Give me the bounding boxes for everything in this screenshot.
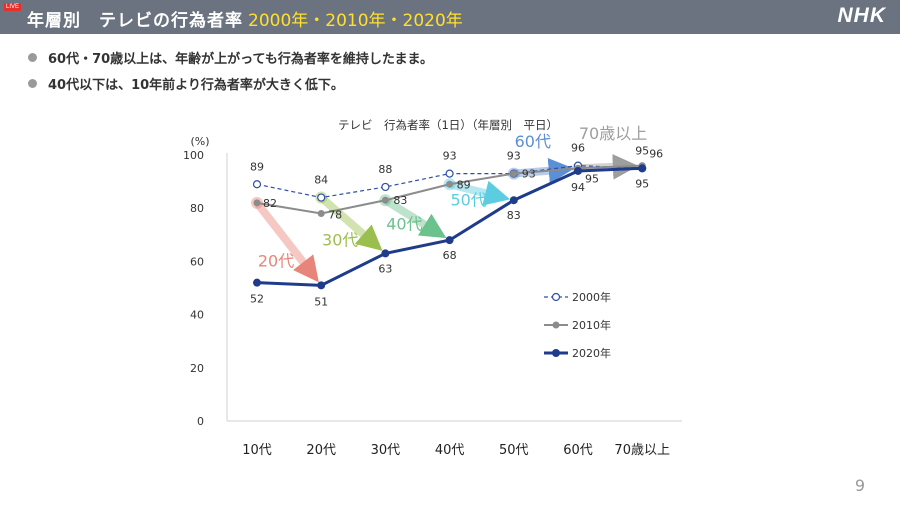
legend-marker (552, 349, 560, 357)
series-2010-point (317, 210, 325, 218)
data-label: 52 (250, 293, 264, 306)
cohort-label: 60代 (515, 132, 551, 151)
bullet-list: 60代・70歳以上は、年齢が上がっても行為者率を維持したまま。 40代以下は、1… (28, 48, 433, 100)
y-tick-label: 40 (190, 309, 204, 322)
series-2020-point (509, 196, 518, 205)
cohort-label: 30代 (322, 230, 358, 249)
bullet-item: 40代以下は、10年前より行為者率が大きく低下。 (28, 74, 433, 100)
data-label: 89 (457, 178, 471, 191)
y-tick-label: 100 (183, 149, 204, 162)
series-2020-point (253, 278, 261, 287)
series-2010-point (381, 196, 389, 204)
data-label: 84 (314, 174, 328, 187)
bullet-text: 40代以下は、10年前より行為者率が大きく低下。 (48, 78, 344, 93)
legend-label: 2010年 (572, 318, 611, 332)
cohort-arrow (384, 198, 447, 239)
x-tick-label: 20代 (306, 443, 336, 458)
page-number: 9 (854, 476, 865, 495)
legend-marker (551, 292, 561, 302)
data-label: 63 (378, 262, 392, 275)
cohort-arrow (255, 202, 319, 283)
data-label: 83 (393, 194, 407, 207)
nhk-logo: NHK (837, 4, 886, 27)
x-tick-label: 70歳以上 (614, 443, 670, 458)
page-title: 年層別 テレビの行為者率 (27, 11, 243, 31)
chart-series (252, 161, 647, 290)
data-label: 68 (443, 249, 457, 262)
header-bar: LIVE 年層別 テレビの行為者率 2000年・2010年・2020年 NHK (0, 0, 900, 34)
series-2020-point (574, 166, 582, 175)
series-2010-point (510, 170, 518, 178)
cohort-label: 50代 (450, 191, 486, 210)
live-badge: LIVE (4, 3, 22, 11)
bullet-dot-icon (28, 79, 37, 88)
y-tick-label: 20 (190, 362, 204, 375)
y-tick-label: 60 (190, 255, 204, 268)
y-tick-label: 80 (190, 202, 204, 215)
x-tick-label: 40代 (435, 443, 465, 458)
bullet-text: 60代・70歳以上は、年齢が上がっても行為者率を維持したまま。 (48, 52, 433, 67)
chart-title: テレビ 行為者率（1日）（年層別 平日） (338, 118, 558, 132)
series-2000-point (317, 193, 326, 202)
data-label: 95 (585, 172, 599, 185)
data-label: 93 (522, 168, 536, 181)
data-label: 78 (328, 209, 342, 222)
data-label: 83 (507, 209, 521, 222)
bullet-item: 60代・70歳以上は、年齢が上がっても行為者率を維持したまま。 (28, 48, 433, 74)
data-label: 93 (507, 150, 521, 163)
data-label: 96 (571, 142, 585, 155)
bullet-dot-icon (28, 53, 37, 62)
cohort-label: 40代 (386, 214, 422, 233)
x-tick-label: 30代 (371, 443, 401, 458)
series-2020-point (638, 164, 647, 173)
legend-label: 2000年 (572, 290, 611, 304)
cohort-arrow (320, 196, 383, 251)
series-2010-point (253, 199, 261, 207)
data-label: 96 (649, 148, 663, 161)
page-subtitle: 2000年・2010年・2020年 (248, 11, 463, 31)
data-label: 95 (635, 177, 649, 190)
legend-label: 2020年 (572, 346, 611, 360)
series-2000-point (445, 169, 454, 178)
series-2020-point (317, 281, 326, 290)
series-2000-point (252, 180, 262, 189)
series-2000-point (381, 182, 390, 192)
cohort-label: 20代 (258, 252, 294, 271)
chart-legend: 2000年 2010年 2020年 (544, 290, 611, 360)
data-label: 89 (250, 160, 264, 173)
y-axis-unit-label: (%) (190, 135, 209, 148)
legend-marker (552, 321, 560, 329)
series-2020-point (445, 236, 454, 245)
cohort-arrow (449, 180, 511, 206)
chart-axes: (%) 0 20 40 60 80 100 10代 20代 30代 40代 50代 60代 70歳以上 (183, 135, 682, 458)
data-label: 95 (635, 144, 649, 157)
x-tick-label: 10代 (242, 443, 272, 458)
data-label: 94 (571, 181, 585, 194)
series-2010-point (446, 180, 454, 188)
data-label: 93 (443, 150, 457, 163)
data-label: 51 (314, 295, 328, 308)
y-tick-label: 0 (197, 415, 204, 428)
x-tick-label: 60代 (563, 443, 593, 458)
data-label: 88 (378, 163, 392, 176)
data-label: 82 (263, 197, 277, 210)
x-tick-label: 50代 (499, 443, 529, 458)
series-2020-point (381, 249, 390, 258)
cohort-label: 70歳以上 (579, 124, 647, 143)
